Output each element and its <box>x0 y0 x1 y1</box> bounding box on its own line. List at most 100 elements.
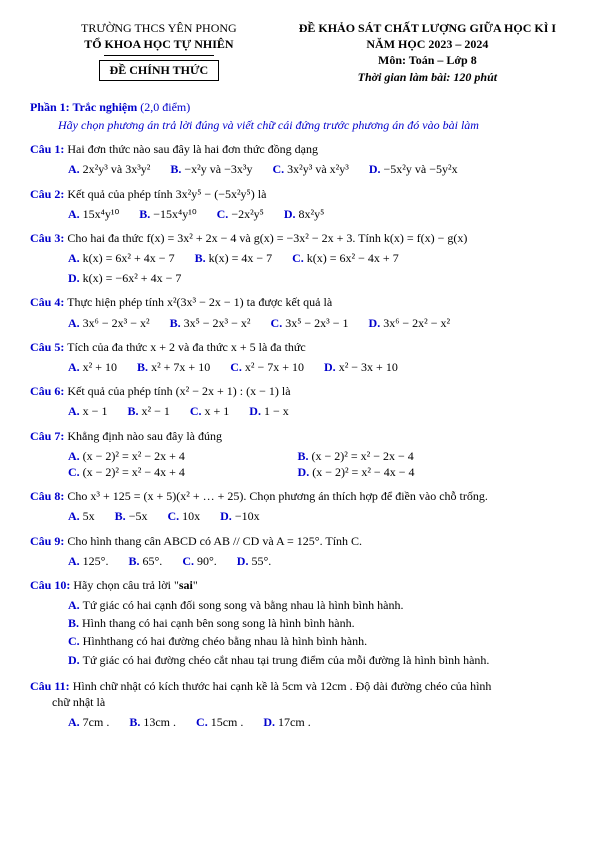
q8-a-text: 5x <box>83 509 95 523</box>
q11-option-b: B. 13cm . <box>129 714 176 730</box>
q6-label: Câu 6: <box>30 384 64 398</box>
q6-c-text: x + 1 <box>205 404 230 418</box>
q3-a-text: k(x) = 6x² + 4x − 7 <box>83 251 175 265</box>
q3-option-b: B. k(x) = 4x − 7 <box>195 250 273 266</box>
q10-option-d: D. Tứ giác có hai đường chéo cắt nhau tạ… <box>68 652 567 668</box>
q2-option-b: B. −15x⁴y¹⁰ <box>139 206 196 222</box>
question-2: Câu 2: Kết quả của phép tính 3x²y⁵ − (−5… <box>30 186 567 222</box>
exam-duration: Thời gian làm bài: 120 phút <box>288 69 567 85</box>
q1-option-c: C. 3x²y³ và x²y³ <box>272 161 348 177</box>
q5-option-b: B. x² + 7x + 10 <box>137 359 210 375</box>
q6-option-b: B. x² − 1 <box>127 403 169 419</box>
q7-option-d: D. (x − 2)² = x² − 4x − 4 <box>298 464 528 480</box>
q5-option-a: A. x² + 10 <box>68 359 117 375</box>
part1-subtitle: Hãy chọn phương án trả lời đúng và viết … <box>58 117 567 133</box>
q5-c-text: x² − 7x + 10 <box>245 360 304 374</box>
q4-label: Câu 4: <box>30 295 64 309</box>
q3-d-text: k(x) = −6x² + 4x − 7 <box>83 271 182 285</box>
q6-a-text: x − 1 <box>83 404 108 418</box>
q7-d-text: (x − 2)² = x² − 4x − 4 <box>312 465 414 479</box>
q11-option-c: C. 15cm . <box>196 714 243 730</box>
question-7: Câu 7: Khẳng định nào sau đây là đúng A.… <box>30 428 567 481</box>
q10-option-a: A. Tứ giác có hai cạnh đối song song và … <box>68 597 567 613</box>
q5-option-c: C. x² − 7x + 10 <box>230 359 304 375</box>
q5-d-text: x² − 3x + 10 <box>339 360 398 374</box>
question-3: Câu 3: Cho hai đa thức f(x) = 3x² + 2x −… <box>30 230 567 287</box>
q8-option-c: C. 10x <box>167 508 200 524</box>
q8-option-a: A. 5x <box>68 508 95 524</box>
q1-label: Câu 1: <box>30 142 64 156</box>
q8-label: Câu 8: <box>30 489 64 503</box>
q11-b-text: 13cm . <box>143 715 176 729</box>
q11-option-a: A. 7cm . <box>68 714 109 730</box>
q1-option-a: A. 2x²y³ và 3x³y² <box>68 161 150 177</box>
q1-option-d: D. −5x²y và −5y²x <box>369 161 458 177</box>
q5-option-d: D. x² − 3x + 10 <box>324 359 398 375</box>
q11-stem-1: Hình chữ nhật có kích thước hai cạnh kề … <box>70 679 492 693</box>
q6-stem: Kết quả của phép tính (x² − 2x + 1) : (x… <box>64 384 290 398</box>
q2-a-text: 15x⁴y¹⁰ <box>83 207 120 221</box>
q8-option-d: D. −10x <box>220 508 259 524</box>
q2-option-d: D. 8x²y⁵ <box>284 206 324 222</box>
q7-option-b: B. (x − 2)² = x² − 2x − 4 <box>298 448 528 464</box>
q9-option-a: A. 125°. <box>68 553 108 569</box>
q4-b-text: 3x⁵ − 2x³ − x² <box>184 316 251 330</box>
q5-b-text: x² + 7x + 10 <box>151 360 210 374</box>
exam-title: ĐỀ KHẢO SÁT CHẤT LƯỢNG GIỮA HỌC KÌ I <box>288 20 567 36</box>
subject-grade: Môn: Toán – Lớp 8 <box>288 52 567 68</box>
q4-a-text: 3x⁶ − 2x³ − x² <box>83 316 150 330</box>
q10-a-text: Tứ giác có hai cạnh đối song song và bằn… <box>83 598 404 612</box>
q4-c-text: 3x⁵ − 2x³ − 1 <box>285 316 348 330</box>
question-4: Câu 4: Thực hiện phép tính x²(3x³ − 2x −… <box>30 294 567 330</box>
question-5: Câu 5: Tích của đa thức x + 2 và đa thức… <box>30 339 567 375</box>
q6-option-a: A. x − 1 <box>68 403 107 419</box>
q6-d-text: 1 − x <box>264 404 289 418</box>
q1-a-text: 2x²y³ và 3x³y² <box>83 162 151 176</box>
academic-year: NĂM HỌC 2023 – 2024 <box>288 36 567 52</box>
q1-stem: Hai đơn thức nào sau đây là hai đơn thức… <box>64 142 318 156</box>
q9-b-text: 65°. <box>143 554 163 568</box>
q8-b-text: −5x <box>129 509 148 523</box>
school-name: TRƯỜNG THCS YÊN PHONG <box>30 20 288 36</box>
q8-d-text: −10x <box>235 509 260 523</box>
q3-option-a: A. k(x) = 6x² + 4x − 7 <box>68 250 175 266</box>
page-header: TRƯỜNG THCS YÊN PHONG TỔ KHOA HỌC TỰ NHI… <box>30 20 567 85</box>
part1-title-tail: (2,0 điểm) <box>137 100 190 114</box>
q11-stem-2: chữ nhật là <box>52 694 567 710</box>
q3-option-c: C. k(x) = 6x² − 4x + 7 <box>292 250 399 266</box>
q11-a-text: 7cm . <box>83 715 110 729</box>
q2-option-c: C. −2x²y⁵ <box>217 206 264 222</box>
q9-option-d: D. 55°. <box>237 553 271 569</box>
question-10: Câu 10: Hãy chọn câu trả lời "sai" A. Tứ… <box>30 577 567 670</box>
q7-b-text: (x − 2)² = x² − 2x − 4 <box>312 449 414 463</box>
q9-d-text: 55°. <box>251 554 271 568</box>
q4-option-d: D. 3x⁶ − 2x² − x² <box>369 315 451 331</box>
q3-b-text: k(x) = 4x − 7 <box>209 251 273 265</box>
q9-a-text: 125°. <box>83 554 109 568</box>
header-left: TRƯỜNG THCS YÊN PHONG TỔ KHOA HỌC TỰ NHI… <box>30 20 288 85</box>
q11-d-text: 17cm . <box>278 715 311 729</box>
q5-stem: Tích của đa thức x + 2 và đa thức x + 5 … <box>64 340 305 354</box>
q10-stem-pre: Hãy chọn câu trả lời " <box>70 578 179 592</box>
q2-b-text: −15x⁴y¹⁰ <box>153 207 196 221</box>
q10-b-text: Hình thang có hai cạnh bên song song là … <box>82 616 355 630</box>
q7-option-c: C. (x − 2)² = x² − 4x + 4 <box>68 464 298 480</box>
header-rule <box>104 55 214 56</box>
question-1: Câu 1: Hai đơn thức nào sau đây là hai đ… <box>30 141 567 177</box>
q2-label: Câu 2: <box>30 187 64 201</box>
q5-a-text: x² + 10 <box>83 360 117 374</box>
q10-d-text: Tứ giác có hai đường chéo cắt nhau tại t… <box>83 653 490 667</box>
q2-c-text: −2x²y⁵ <box>231 207 264 221</box>
q9-stem: Cho hình thang cân ABCD có AB // CD và A… <box>64 534 362 548</box>
q4-option-c: C. 3x⁵ − 2x³ − 1 <box>271 315 349 331</box>
question-11: Câu 11: Hình chữ nhật có kích thước hai … <box>30 678 567 731</box>
q4-d-text: 3x⁶ − 2x² − x² <box>383 316 450 330</box>
q3-stem: Cho hai đa thức f(x) = 3x² + 2x − 4 và g… <box>64 231 467 245</box>
q9-c-text: 90°. <box>197 554 217 568</box>
q10-stem-sai: sai <box>179 578 193 592</box>
q8-c-text: 10x <box>182 509 200 523</box>
q4-option-b: B. 3x⁵ − 2x³ − x² <box>170 315 251 331</box>
q4-stem: Thực hiện phép tính x²(3x³ − 2x − 1) ta … <box>64 295 332 309</box>
q2-stem: Kết quả của phép tính 3x²y⁵ − (−5x²y⁵) l… <box>64 187 266 201</box>
department-name: TỔ KHOA HỌC TỰ NHIÊN <box>30 36 288 52</box>
